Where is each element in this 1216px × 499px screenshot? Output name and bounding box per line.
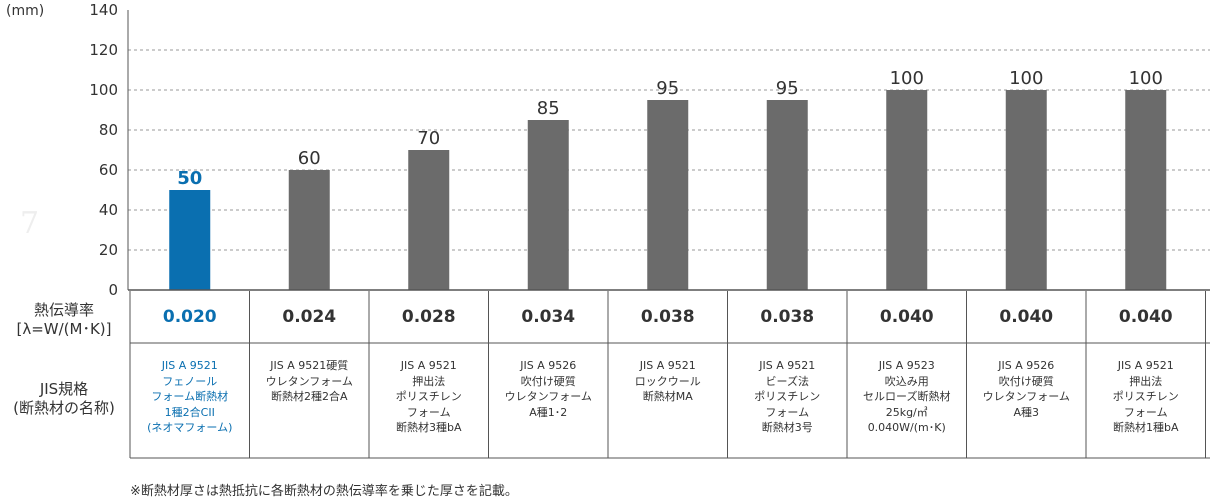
y-tick-label: 0	[108, 281, 118, 299]
standard-cell: JIS A 9521 ビーズ法 ポリスチレン フォーム 断熱材3号	[754, 359, 821, 434]
y-tick-label: 60	[99, 161, 118, 179]
watermark-text: 7	[20, 206, 40, 241]
conductivity-cell: 0.040	[1118, 307, 1173, 327]
bar	[886, 90, 928, 290]
conductivity-cell: 0.038	[640, 307, 695, 327]
y-tick-label: 20	[99, 241, 118, 259]
standard-header-line1: JIS規格	[39, 380, 89, 398]
y-unit-label: (mm)	[6, 3, 44, 19]
bar-value-label: 100	[1009, 68, 1043, 89]
conductivity-cell: 0.024	[282, 307, 337, 327]
y-tick-label: 100	[89, 81, 118, 99]
standard-cell: JIS A 9526 吹付け硬質 ウレタンフォーム A種3	[982, 359, 1070, 419]
bar-value-label: 70	[417, 128, 440, 149]
bar	[527, 120, 569, 290]
conductivity-cell: 0.020	[162, 307, 217, 327]
footnote: ※断熱材厚さは熱抵抗に各断熱材の熱伝導率を乗じた厚さを記載。	[130, 484, 518, 499]
conductivity-cell: 0.040	[999, 307, 1054, 327]
bar-value-label: 95	[776, 78, 799, 99]
standard-cell: JIS A 9523 吹込み用 セルローズ断熱材 25kg/㎥ 0.040W/(…	[863, 359, 951, 434]
bar-value-label: 50	[177, 168, 202, 189]
bar-value-label: 60	[298, 148, 321, 169]
standard-cell: JIS A 9521 ロックウール 断熱材MA	[634, 359, 701, 403]
bar-value-label: 85	[537, 98, 560, 119]
bar	[288, 170, 330, 290]
standard-header: JIS規格 (断熱材の名称)	[0, 380, 128, 418]
conductivity-cell: 0.034	[521, 307, 576, 327]
y-tick-label: 40	[99, 201, 118, 219]
y-tick-label: 140	[89, 1, 118, 19]
conductivity-header-line2: [λ=W/(M･K)]	[16, 320, 112, 338]
standard-cell: JIS A 9521硬質 ウレタンフォーム 断熱材2種2合A	[265, 359, 353, 403]
conductivity-header: 熱伝導率 [λ=W/(M･K)]	[0, 301, 128, 339]
y-tick-label: 120	[89, 41, 118, 59]
bar-value-label: 95	[656, 78, 679, 99]
standard-cell: JIS A 9521 押出法 ポリスチレン フォーム 断熱材3種bA	[395, 359, 462, 434]
bar-value-label: 100	[1129, 68, 1163, 89]
bar	[169, 190, 211, 290]
bar	[408, 150, 450, 290]
bar	[1005, 90, 1047, 290]
bar	[766, 100, 808, 290]
conductivity-cell: 0.038	[760, 307, 815, 327]
conductivity-header-line1: 熱伝導率	[33, 301, 94, 319]
bar	[647, 100, 689, 290]
standard-cell: JIS A 9521 フェノール フォーム断熱材 1種2合CII (ネオマフォー…	[147, 359, 233, 434]
conductivity-cell: 0.040	[879, 307, 934, 327]
y-tick-label: 80	[99, 121, 118, 139]
standard-cell: JIS A 9521 押出法 ポリスチレン フォーム 断熱材1種bA	[1112, 359, 1179, 434]
conductivity-cell: 0.028	[401, 307, 456, 327]
bar-value-label: 100	[890, 68, 924, 89]
bar	[1125, 90, 1167, 290]
standard-header-line2: (断熱材の名称)	[13, 399, 115, 417]
standard-cell: JIS A 9526 吹付け硬質 ウレタンフォーム A種1･2	[504, 359, 592, 419]
